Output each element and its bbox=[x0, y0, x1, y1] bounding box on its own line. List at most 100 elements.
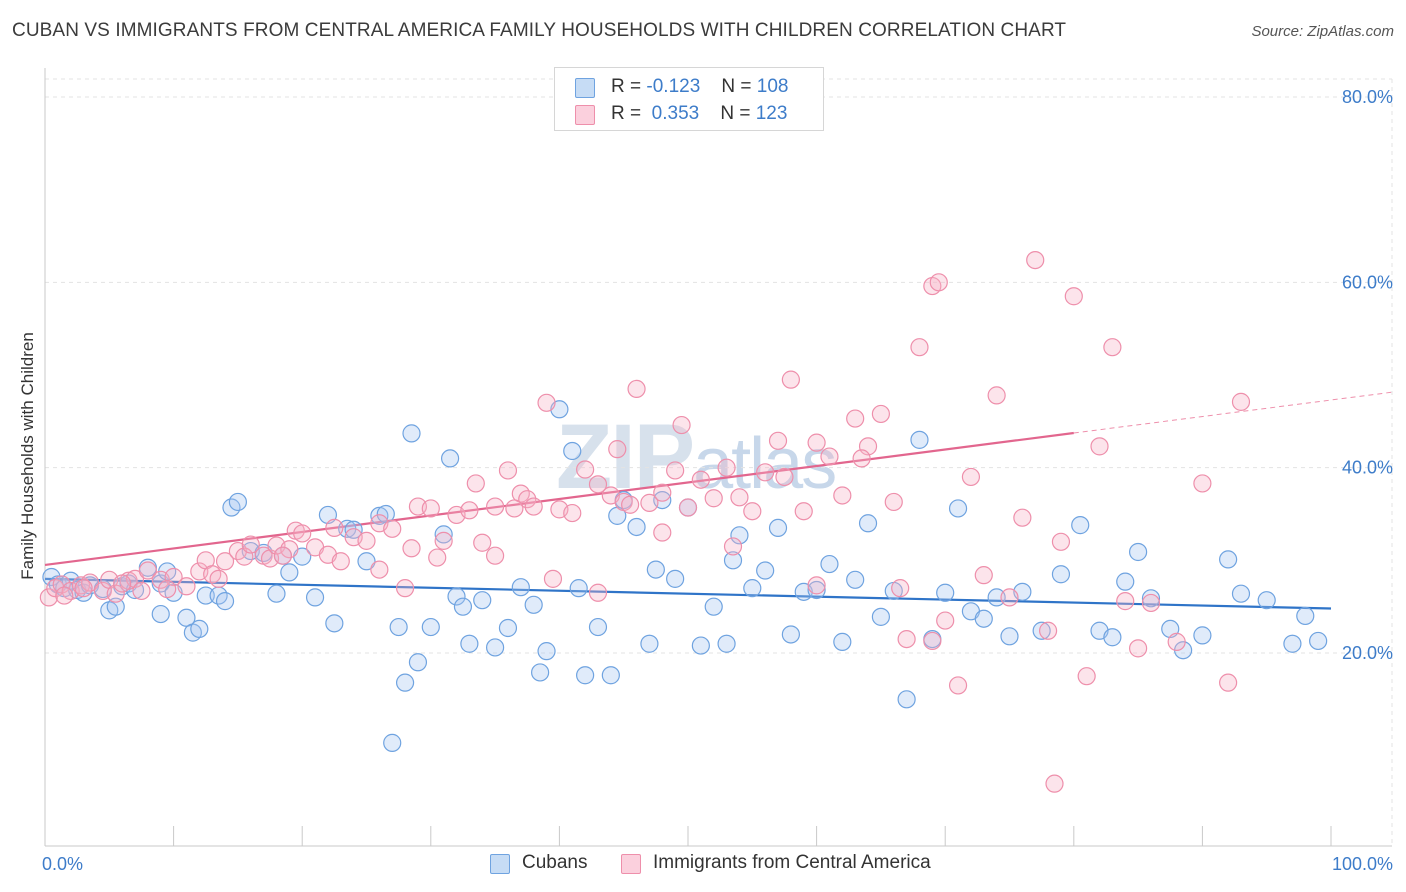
legend-swatch-cubans bbox=[575, 78, 595, 98]
trend-line-central-america bbox=[44, 431, 1074, 567]
y-tick-label: 80.0% bbox=[1342, 87, 1393, 107]
point-cubans bbox=[511, 578, 530, 597]
point-cubans bbox=[936, 583, 955, 602]
point-central-america bbox=[39, 588, 58, 607]
point-cubans bbox=[434, 525, 453, 544]
point-central-america bbox=[402, 539, 421, 558]
point-cubans bbox=[910, 430, 929, 449]
point-cubans bbox=[768, 518, 788, 538]
chart-source: Source: ZipAtlas.com bbox=[1251, 23, 1394, 40]
point-cubans bbox=[460, 634, 479, 653]
point-central-america bbox=[428, 548, 447, 567]
point-cubans bbox=[1116, 572, 1135, 591]
point-central-america bbox=[723, 537, 743, 556]
series-legend: Cubans Immigrants from Central America bbox=[0, 852, 1406, 878]
point-central-america bbox=[563, 503, 582, 523]
point-cubans bbox=[730, 526, 749, 545]
point-cubans bbox=[280, 563, 299, 582]
point-central-america bbox=[1000, 588, 1019, 607]
point-central-america bbox=[518, 490, 537, 509]
point-central-america bbox=[852, 449, 871, 468]
point-cubans bbox=[723, 551, 743, 570]
point-cubans bbox=[1219, 550, 1238, 569]
point-central-america bbox=[1116, 592, 1135, 611]
point-central-america bbox=[74, 579, 93, 598]
point-cubans bbox=[569, 579, 588, 598]
point-cubans bbox=[357, 552, 376, 571]
point-central-america bbox=[434, 531, 453, 550]
point-cubans bbox=[190, 619, 209, 639]
point-central-america bbox=[717, 458, 736, 477]
point-central-america bbox=[987, 386, 1006, 405]
legend-r-value: 0.353 bbox=[651, 103, 700, 124]
point-cubans bbox=[1032, 621, 1051, 640]
point-central-america bbox=[621, 495, 640, 514]
point-central-america bbox=[756, 463, 775, 482]
y-tick-label: 40.0% bbox=[1342, 458, 1393, 478]
point-cubans bbox=[588, 617, 608, 637]
point-cubans bbox=[576, 666, 595, 685]
point-cubans bbox=[531, 663, 550, 682]
point-cubans bbox=[846, 570, 865, 589]
legend-r-label: R = bbox=[611, 76, 642, 97]
series-cubans-points bbox=[42, 400, 1328, 752]
point-cubans bbox=[1141, 589, 1161, 608]
point-central-america bbox=[1193, 474, 1212, 493]
point-cubans bbox=[1257, 591, 1276, 610]
point-central-america bbox=[460, 501, 479, 520]
point-central-america bbox=[1141, 593, 1161, 613]
point-cubans bbox=[1103, 628, 1122, 647]
point-central-america bbox=[473, 533, 492, 552]
point-central-america bbox=[948, 676, 968, 695]
legend-n-label: N = bbox=[720, 103, 751, 124]
point-cubans bbox=[305, 588, 325, 607]
point-central-america bbox=[138, 561, 157, 580]
point-cubans bbox=[370, 506, 389, 525]
legend-swatch-central-america bbox=[575, 105, 595, 125]
legend-swatch-central-america bbox=[621, 854, 641, 874]
point-central-america bbox=[106, 584, 125, 603]
point-cubans bbox=[987, 588, 1006, 607]
point-cubans bbox=[395, 673, 415, 692]
point-cubans bbox=[473, 591, 492, 610]
point-central-america bbox=[884, 492, 903, 512]
point-central-america bbox=[588, 583, 608, 602]
point-cubans bbox=[1309, 631, 1328, 651]
point-cubans bbox=[691, 636, 710, 655]
point-central-america bbox=[588, 475, 608, 494]
point-cubans bbox=[486, 638, 505, 657]
point-cubans bbox=[389, 617, 408, 637]
point-central-america bbox=[177, 577, 196, 596]
point-cubans bbox=[344, 520, 363, 539]
point-cubans bbox=[537, 642, 556, 661]
point-cubans bbox=[440, 449, 460, 468]
point-central-america bbox=[486, 546, 505, 565]
point-central-america bbox=[1064, 287, 1083, 306]
point-central-america bbox=[505, 499, 524, 518]
point-central-america bbox=[498, 461, 518, 480]
point-central-america bbox=[209, 569, 228, 588]
point-central-america bbox=[897, 629, 916, 649]
point-central-america bbox=[936, 611, 955, 630]
point-cubans bbox=[646, 560, 665, 579]
point-central-america bbox=[730, 488, 749, 507]
point-cubans bbox=[1071, 516, 1090, 535]
point-cubans bbox=[563, 441, 582, 461]
point-cubans bbox=[627, 517, 646, 537]
point-cubans bbox=[1231, 584, 1251, 603]
legend-r-label: R = bbox=[611, 103, 642, 124]
point-cubans bbox=[215, 592, 235, 611]
grid-lines bbox=[45, 78, 1393, 846]
point-central-america bbox=[833, 486, 852, 505]
point-central-america bbox=[293, 524, 312, 543]
point-cubans bbox=[601, 666, 620, 685]
point-cubans bbox=[151, 604, 170, 624]
point-central-america bbox=[910, 338, 929, 357]
point-central-america bbox=[466, 474, 485, 493]
point-central-america bbox=[743, 502, 762, 521]
point-central-america bbox=[961, 467, 981, 487]
point-central-america bbox=[807, 433, 826, 452]
point-central-america bbox=[383, 519, 402, 538]
point-cubans bbox=[974, 609, 993, 628]
point-central-america bbox=[923, 631, 942, 651]
